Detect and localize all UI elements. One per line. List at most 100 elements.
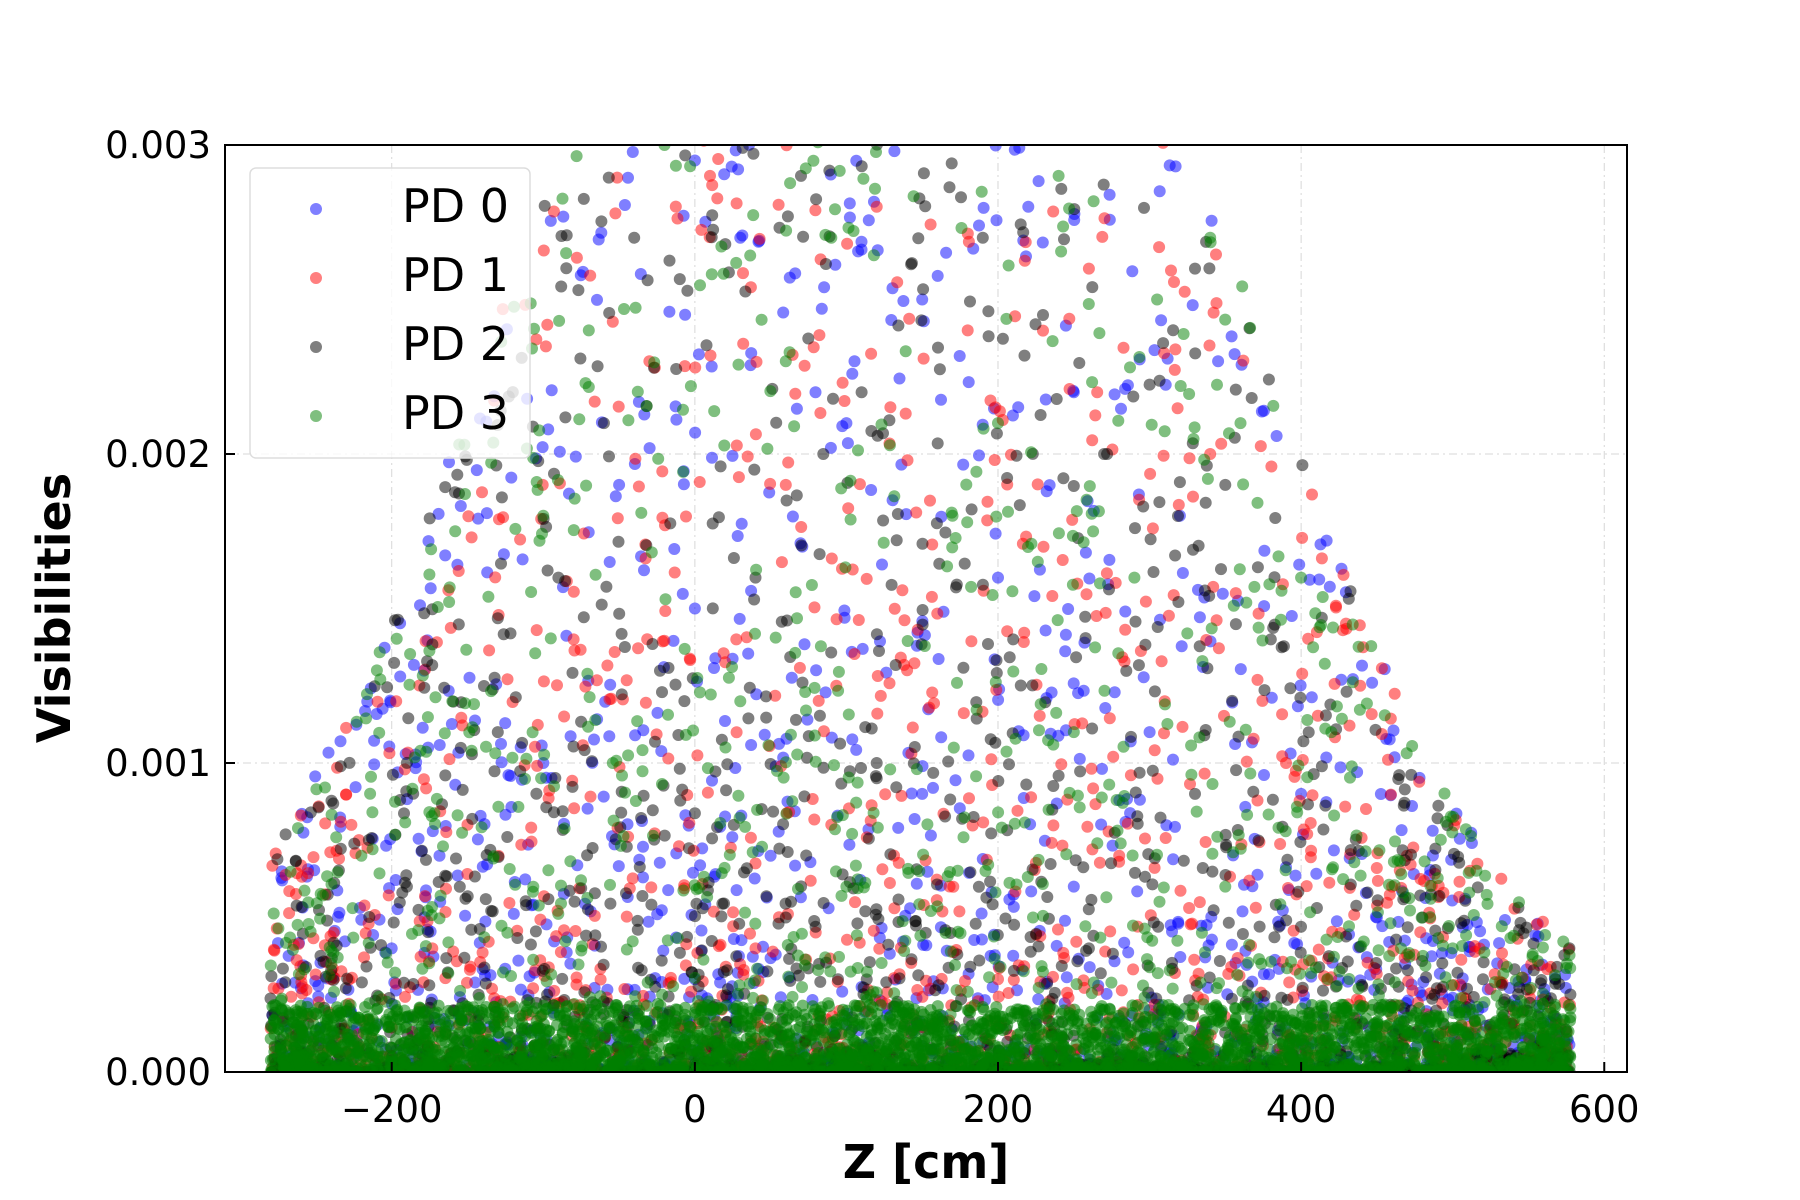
data-point [824,965,837,978]
data-point [1289,869,1302,882]
data-point [1361,886,1374,899]
data-point [1047,205,1060,218]
data-point [574,352,587,365]
data-point [542,792,555,805]
data-point [1329,599,1342,612]
data-point [545,384,558,397]
data-point [813,329,826,342]
data-point [1106,947,1119,960]
data-point [944,793,957,806]
data-point [567,740,580,753]
data-point [758,728,771,741]
data-point [1360,803,1372,815]
data-point [1390,962,1403,975]
data-point [1098,448,1111,460]
data-point [1317,823,1330,836]
data-point [687,866,699,879]
data-point [370,708,383,720]
data-point [600,580,613,593]
data-point [577,192,590,205]
data-point [730,884,743,897]
data-point [1418,855,1431,868]
data-point [322,746,335,759]
data-point [480,740,492,753]
data-point [1366,676,1379,689]
data-point [657,944,670,957]
data-point [264,959,277,972]
data-point [1148,744,1161,757]
data-point [604,897,617,910]
data-point [1122,946,1135,959]
data-point [1108,686,1121,699]
data-point [705,56,717,68]
data-point [781,26,793,38]
data-point [870,772,883,785]
data-point [1132,659,1145,672]
data-point [462,510,475,523]
data-point [1382,753,1394,766]
data-point [476,486,488,499]
data-point [1406,984,1419,997]
data-point [460,643,473,656]
data-point [706,451,718,464]
data-point [931,607,944,620]
data-point [887,112,899,124]
data-point [855,762,867,774]
data-point [841,237,854,250]
data-point [525,821,538,834]
data-point [1107,750,1120,763]
data-point [714,817,727,829]
data-point [483,644,496,657]
data-point [439,549,452,562]
data-point [391,613,404,626]
data-point [403,678,416,691]
data-point [542,893,555,906]
data-point [1083,961,1096,974]
data-point [399,990,412,1003]
data-point [970,86,982,98]
data-point [804,874,817,887]
data-point [1062,603,1075,615]
data-point [1157,337,1170,350]
data-point [849,70,861,82]
data-point [656,465,669,478]
data-point [711,192,724,205]
data-point [1036,236,1049,249]
data-point [511,932,524,944]
data-point [777,818,790,831]
data-point [552,571,565,584]
data-point [969,66,981,78]
data-point [1086,722,1099,735]
data-point [1280,757,1292,769]
data-point [1020,778,1033,791]
data-point [1302,798,1314,811]
data-point [345,818,358,831]
data-point [1176,567,1189,579]
data-point [1095,818,1108,831]
data-point [1239,723,1252,736]
data-point [1258,769,1270,781]
data-point [1436,957,1449,970]
data-point [497,548,510,561]
data-point [309,770,322,783]
data-point [613,607,626,620]
data-point [418,681,431,694]
data-point [309,968,322,981]
data-point [912,232,925,245]
data-point [641,976,654,989]
data-point [1319,799,1332,812]
data-point [1247,785,1260,798]
data-point [764,477,777,490]
data-point [664,517,677,530]
data-point [514,533,527,546]
data-point [1189,787,1201,800]
data-point [779,478,792,491]
data-point [1098,212,1111,225]
data-point [803,125,815,137]
data-point [834,737,847,750]
data-point [610,98,622,110]
data-point [631,923,644,936]
data-point [748,593,761,606]
data-point [1212,355,1225,368]
data-point [769,689,782,702]
